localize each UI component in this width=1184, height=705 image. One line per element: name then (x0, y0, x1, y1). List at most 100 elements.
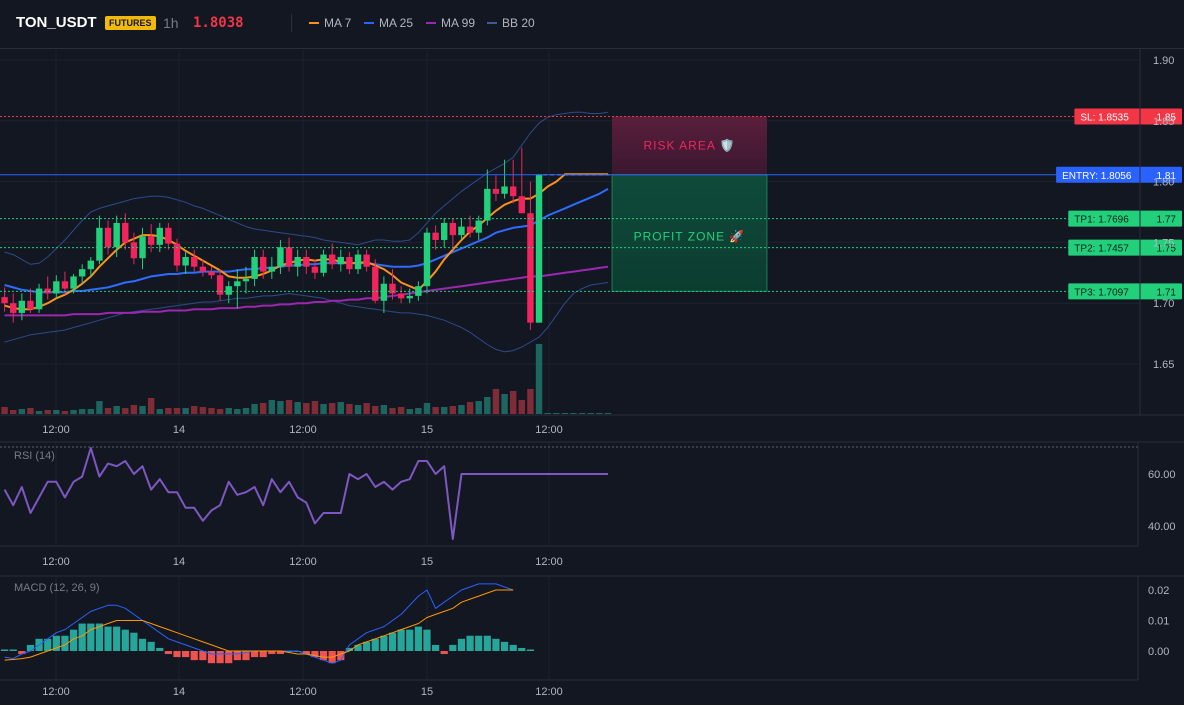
candle-body[interactable] (346, 256, 353, 270)
candle-body[interactable] (251, 256, 258, 279)
candle-body[interactable] (372, 266, 379, 301)
level-value-2: 1.77 (1157, 215, 1177, 226)
candle-body[interactable] (320, 254, 327, 273)
volume-bar (389, 408, 396, 414)
candle-body[interactable] (484, 188, 491, 221)
candle-body[interactable] (380, 283, 388, 301)
candle-body[interactable] (285, 247, 293, 267)
candle-body[interactable] (87, 260, 94, 270)
volume-bar (441, 407, 448, 414)
volume-bar (328, 403, 336, 414)
candle-body[interactable] (458, 226, 465, 236)
level-tag-1[interactable] (1056, 166, 1182, 183)
candle-body[interactable] (147, 236, 155, 245)
volume-bar (397, 407, 405, 414)
candle-body[interactable] (10, 303, 17, 313)
level-tag-3[interactable] (1068, 239, 1182, 256)
candle-body[interactable] (268, 266, 276, 272)
time-tick-label: 12:00 (289, 686, 317, 698)
candle-body[interactable] (182, 256, 189, 266)
level-tag-2[interactable] (1068, 210, 1182, 227)
legend-ma25-label: MA 25 (379, 16, 414, 30)
candle-body[interactable] (432, 232, 439, 240)
candle-body[interactable] (1, 297, 8, 304)
profit-zone[interactable] (611, 174, 768, 292)
macd-histogram-bar (190, 651, 198, 661)
candle-body[interactable] (242, 278, 250, 282)
candle-body[interactable] (311, 266, 319, 273)
candle-body[interactable] (122, 222, 129, 243)
legend-ma7[interactable]: MA 7 (309, 16, 351, 30)
candle-body[interactable] (53, 281, 60, 294)
candle-body[interactable] (225, 286, 232, 295)
candle-body[interactable] (441, 222, 448, 240)
candle-body[interactable] (328, 254, 336, 265)
candle-body[interactable] (466, 226, 474, 233)
candle-body[interactable] (406, 295, 413, 299)
risk-zone[interactable] (612, 116, 767, 175)
time-tick-label: 12:00 (42, 556, 70, 568)
level-label-0: SL: 1.8535 (1080, 113, 1129, 124)
legend-ma99[interactable]: MA 99 (426, 16, 475, 30)
candle-body[interactable] (199, 266, 207, 272)
candle-body[interactable] (61, 281, 69, 289)
macd-histogram-bar (440, 651, 448, 655)
candle-body[interactable] (475, 220, 482, 233)
candle-body[interactable] (354, 254, 362, 270)
candle-body[interactable] (337, 256, 344, 265)
candle-body[interactable] (139, 236, 146, 259)
candle-body[interactable] (78, 269, 86, 277)
time-tick-label: 12:00 (535, 424, 563, 436)
candle-body[interactable] (44, 288, 51, 294)
candle-body[interactable] (234, 281, 241, 287)
candle-body[interactable] (113, 222, 120, 248)
candle-body[interactable] (156, 227, 163, 245)
candle-body[interactable] (303, 256, 310, 267)
candle-body[interactable] (260, 256, 267, 272)
volume-bar (10, 410, 17, 414)
macd-histogram-bar (354, 644, 362, 651)
legend-ma25[interactable]: MA 25 (364, 16, 413, 30)
candle-body[interactable] (527, 213, 534, 323)
candle-body[interactable] (389, 283, 396, 294)
volume-bar (553, 413, 560, 414)
volume-bar (475, 401, 482, 414)
candle-body[interactable] (27, 300, 34, 310)
volume-bar (458, 405, 465, 414)
level-tag-0[interactable] (1074, 108, 1182, 125)
level-value-3: 1.75 (1157, 244, 1177, 255)
candle-body[interactable] (35, 288, 43, 310)
macd-histogram-bar (414, 626, 422, 651)
candle-body[interactable] (415, 286, 422, 296)
candle-body[interactable] (294, 256, 301, 267)
candle-body[interactable] (535, 174, 543, 323)
candle-body[interactable] (18, 300, 26, 313)
candle-body[interactable] (518, 196, 525, 214)
candle-body[interactable] (173, 243, 181, 266)
candle-body[interactable] (165, 227, 172, 244)
candle-body[interactable] (492, 188, 500, 194)
candle-body[interactable] (397, 293, 405, 299)
candle-body[interactable] (70, 276, 77, 289)
candle-body[interactable] (277, 247, 284, 267)
macd-histogram-bar (18, 651, 26, 655)
candle-body[interactable] (363, 254, 370, 267)
candle-body[interactable] (130, 242, 138, 259)
volume-bar (78, 409, 86, 414)
legend-bb20[interactable]: BB 20 (487, 16, 535, 30)
level-tag-4[interactable] (1068, 283, 1182, 300)
candle-body[interactable] (191, 256, 198, 267)
candle-body[interactable] (96, 227, 103, 261)
candle-body[interactable] (423, 232, 431, 287)
candle-body[interactable] (216, 275, 224, 295)
candle-body[interactable] (509, 186, 517, 197)
candle-body[interactable] (501, 186, 508, 194)
macd-histogram-bar (500, 641, 509, 651)
timeframe-label[interactable]: 1h (163, 15, 179, 31)
candle-body[interactable] (449, 222, 457, 236)
symbol-title[interactable]: TON_USDT (16, 14, 97, 31)
candle-body[interactable] (208, 271, 215, 276)
volume-bar (432, 407, 439, 414)
candle-body[interactable] (104, 227, 112, 248)
